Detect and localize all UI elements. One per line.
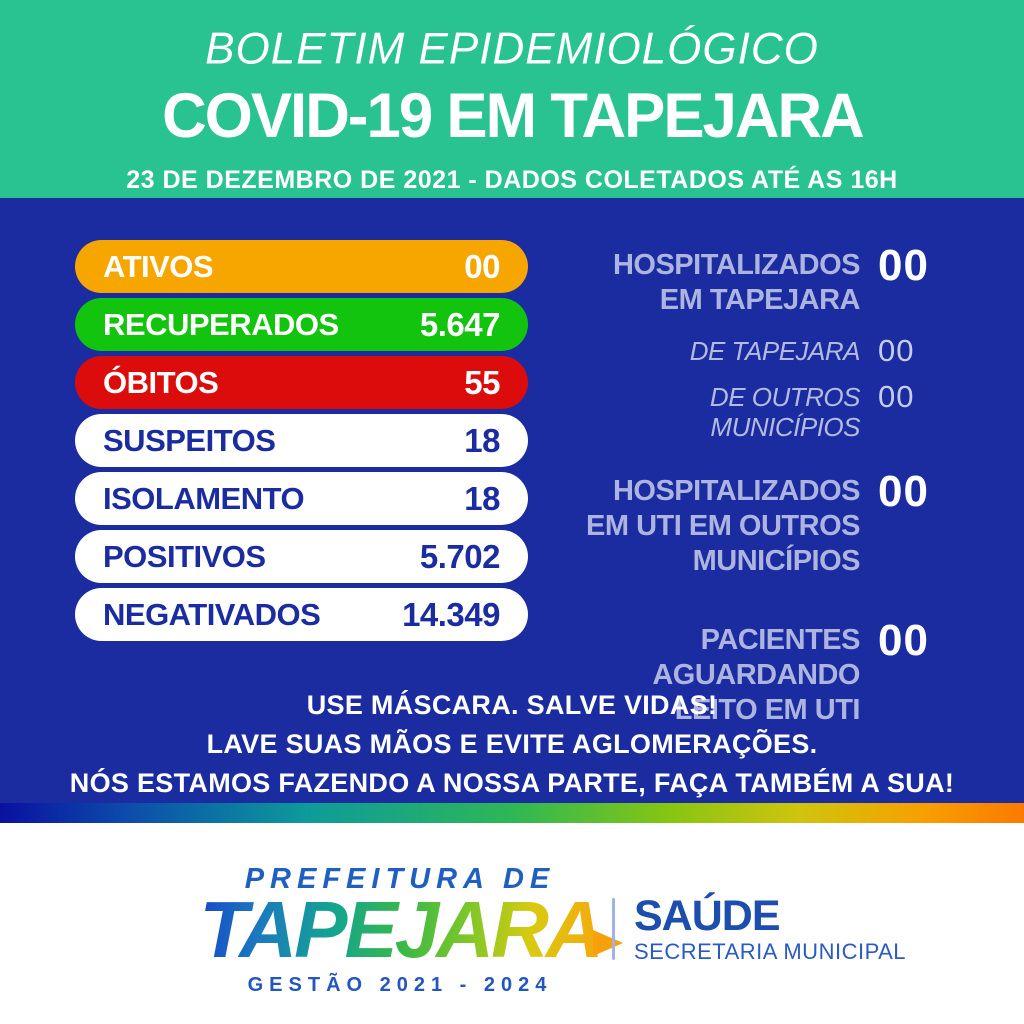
stat-value: 5.647 bbox=[419, 305, 501, 343]
stat-pill-ativos: ATIVOS 00 bbox=[75, 240, 528, 293]
tapejara-text: TAPEJARA bbox=[199, 885, 603, 974]
gestao-label: GESTÃO 2021 - 2024 bbox=[247, 974, 553, 996]
stats-pill-list: ATIVOS 00 RECUPERADOS 5.647 ÓBITOS 55 SU… bbox=[75, 240, 528, 646]
bulletin-title: COVID-19 EM TAPEJARA bbox=[161, 81, 865, 151]
stat-value: 18 bbox=[464, 421, 500, 459]
logo-divider bbox=[612, 898, 615, 960]
stats-panel: ATIVOS 00 RECUPERADOS 5.647 ÓBITOS 55 SU… bbox=[0, 198, 1024, 803]
stat-value: 00 bbox=[464, 247, 500, 285]
message-line-1: USE MÁSCARA. SALVE VIDAS! bbox=[306, 690, 718, 720]
stat-pill-positivos: POSITIVOS 5.702 bbox=[75, 530, 528, 583]
from-other-cities-row: DE OUTROS MUNICÍPIOS 00 bbox=[556, 379, 966, 442]
footer: PREFEITURA DE TAPEJARA GESTÃO 2021 - 202… bbox=[0, 823, 1024, 1024]
secretaria-label: SECRETARIA MUNICIPAL bbox=[634, 939, 907, 964]
saude-label: SAÚDE bbox=[634, 892, 781, 940]
label-line: PACIENTES bbox=[700, 624, 861, 656]
hospital-stats: HOSPITALIZADOS EM TAPEJARA 00 DE TAPEJAR… bbox=[556, 241, 966, 728]
rainbow-divider bbox=[0, 803, 1024, 823]
stat-pill-recuperados: RECUPERADOS 5.647 bbox=[75, 298, 528, 351]
stat-value: 55 bbox=[464, 363, 500, 401]
stat-pill-negativados: NEGATIVADOS 14.349 bbox=[75, 588, 528, 641]
label-line: EM UTI EM OUTROS bbox=[586, 510, 860, 542]
label-line: HOSPITALIZADOS bbox=[612, 475, 861, 507]
icu-other-cities-value: 00 bbox=[878, 467, 929, 516]
hospitalized-tapejara-value: 00 bbox=[878, 241, 929, 290]
hospitalized-tapejara-row: HOSPITALIZADOS EM TAPEJARA 00 bbox=[556, 241, 966, 318]
from-tapejara-value: 00 bbox=[878, 333, 915, 368]
message-line-2: LAVE SUAS MÃOS E EVITE AGLOMERAÇÕES. bbox=[206, 729, 818, 759]
from-other-cities-value: 00 bbox=[878, 379, 915, 414]
label-line: EM TAPEJARA bbox=[659, 284, 861, 316]
health-dept-block: SAÚDE SECRETARIA MUNICIPAL bbox=[634, 895, 906, 965]
awaiting-icu-bed-row: PACIENTES AGUARDANDO LEITO EM UTI 00 bbox=[556, 616, 966, 728]
stat-label: NEGATIVADOS bbox=[103, 596, 321, 632]
label-line: MUNICÍPIOS bbox=[692, 545, 861, 577]
prefeitura-label: PREFEITURA DE bbox=[244, 863, 556, 895]
stat-value: 14.349 bbox=[402, 595, 500, 633]
stat-label: RECUPERADOS bbox=[103, 306, 339, 342]
stat-label: ATIVOS bbox=[103, 248, 214, 284]
icu-other-cities-row: HOSPITALIZADOS EM UTI EM OUTROS MUNICÍPI… bbox=[556, 467, 966, 579]
tapejara-wordmark: TAPEJARA bbox=[199, 890, 623, 970]
label-line: LEITO EM UTI bbox=[674, 694, 861, 726]
city-hall-logo: PREFEITURA DE TAPEJARA GESTÃO 2021 - 202… bbox=[170, 863, 630, 997]
stat-value: 5.702 bbox=[419, 537, 501, 575]
date-line: 23 DE DEZEMBRO DE 2021 - DADOS COLETADOS… bbox=[126, 166, 898, 194]
bulletin-subtitle: BOLETIM EPIDEMIOLÓGICO bbox=[205, 23, 819, 74]
stat-pill-isolamento: ISOLAMENTO 18 bbox=[75, 472, 528, 525]
stat-label: ÓBITOS bbox=[103, 364, 219, 400]
awareness-messages: USE MÁSCARA. SALVE VIDAS! LAVE SUAS MÃOS… bbox=[0, 686, 1024, 803]
stat-label: ISOLAMENTO bbox=[103, 480, 305, 516]
hospitalized-tapejara-label: HOSPITALIZADOS EM TAPEJARA bbox=[556, 248, 861, 318]
stat-label: POSITIVOS bbox=[103, 538, 266, 574]
awaiting-icu-bed-label: PACIENTES AGUARDANDO LEITO EM UTI bbox=[556, 623, 860, 728]
from-other-cities-label: DE OUTROS MUNICÍPIOS bbox=[709, 382, 861, 442]
awaiting-icu-bed-value: 00 bbox=[878, 616, 929, 665]
message-line-3: NÓS ESTAMOS FAZENDO A NOSSA PARTE, FAÇA … bbox=[69, 768, 955, 798]
arrow-icon bbox=[592, 930, 623, 956]
icu-other-cities-label: HOSPITALIZADOS EM UTI EM OUTROS MUNICÍPI… bbox=[556, 474, 860, 579]
from-tapejara-row: DE TAPEJARA 00 bbox=[556, 333, 966, 368]
from-tapejara-label: DE TAPEJARA bbox=[689, 336, 861, 366]
stat-pill-suspeitos: SUSPEITOS 18 bbox=[75, 414, 528, 467]
stat-value: 18 bbox=[464, 479, 500, 517]
stat-pill-obitos: ÓBITOS 55 bbox=[75, 356, 528, 409]
label-line: AGUARDANDO bbox=[652, 659, 860, 691]
header: BOLETIM EPIDEMIOLÓGICO COVID-19 EM TAPEJ… bbox=[0, 0, 1024, 198]
stat-label: SUSPEITOS bbox=[103, 422, 276, 458]
label-line: HOSPITALIZADOS bbox=[612, 249, 861, 281]
